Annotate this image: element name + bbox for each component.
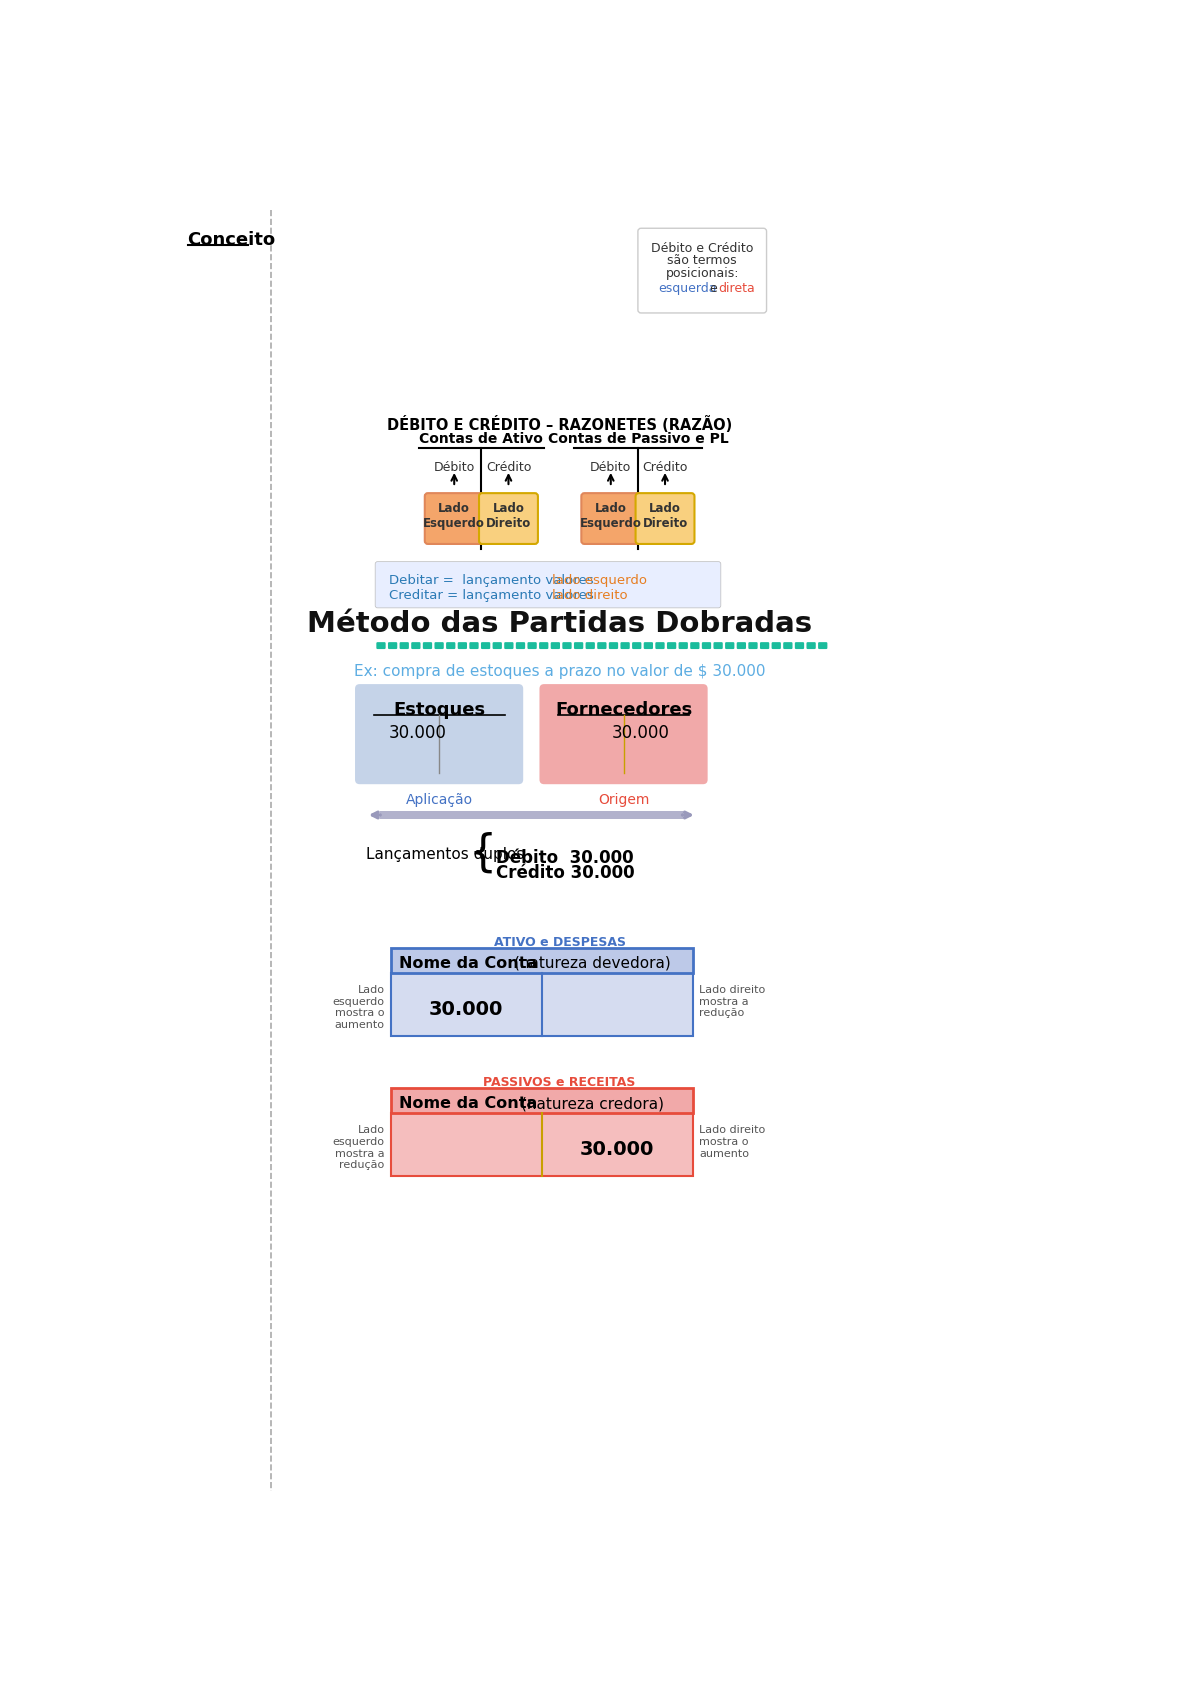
FancyBboxPatch shape bbox=[748, 642, 757, 648]
FancyBboxPatch shape bbox=[586, 642, 594, 648]
FancyBboxPatch shape bbox=[391, 1113, 693, 1175]
FancyBboxPatch shape bbox=[794, 642, 804, 648]
Text: Crédito 30.000: Crédito 30.000 bbox=[497, 864, 635, 882]
FancyBboxPatch shape bbox=[457, 642, 467, 648]
FancyBboxPatch shape bbox=[391, 948, 693, 973]
Text: Débito: Débito bbox=[434, 461, 475, 473]
FancyBboxPatch shape bbox=[388, 642, 398, 648]
FancyBboxPatch shape bbox=[806, 642, 816, 648]
Text: Origem: Origem bbox=[598, 793, 649, 807]
FancyBboxPatch shape bbox=[701, 642, 711, 648]
Text: Lado
Direito: Lado Direito bbox=[642, 502, 687, 530]
FancyBboxPatch shape bbox=[550, 642, 560, 648]
Text: Lado direito
mostra o
aumento: Lado direito mostra o aumento bbox=[699, 1125, 766, 1159]
FancyBboxPatch shape bbox=[737, 642, 746, 648]
Text: (natureza devedora): (natureza devedora) bbox=[513, 957, 671, 972]
Text: Estoques: Estoques bbox=[393, 701, 485, 719]
FancyBboxPatch shape bbox=[597, 642, 606, 648]
FancyBboxPatch shape bbox=[691, 642, 699, 648]
Text: Nome da Conta: Nome da Conta bbox=[399, 957, 537, 972]
Text: Lado
Esquerdo: Lado Esquerdo bbox=[580, 502, 642, 530]
FancyBboxPatch shape bbox=[621, 642, 630, 648]
Text: ATIVO e DESPESAS: ATIVO e DESPESAS bbox=[493, 936, 625, 948]
FancyBboxPatch shape bbox=[528, 642, 537, 648]
FancyBboxPatch shape bbox=[540, 642, 548, 648]
Text: Lado direito
mostra a
redução: Lado direito mostra a redução bbox=[699, 985, 766, 1019]
Text: esquerda: esquerda bbox=[659, 283, 717, 295]
FancyBboxPatch shape bbox=[391, 973, 693, 1036]
FancyBboxPatch shape bbox=[760, 642, 769, 648]
Text: Lançamentos duplos: Lançamentos duplos bbox=[366, 847, 524, 862]
Text: Fornecedores: Fornecedores bbox=[555, 701, 692, 719]
Text: Debitar =  lançamento valores: Debitar = lançamento valores bbox=[389, 574, 598, 588]
Text: Ex: compra de estoques a prazo no valor de $ 30.000: Ex: compra de estoques a prazo no valor … bbox=[354, 663, 766, 679]
FancyBboxPatch shape bbox=[411, 642, 420, 648]
FancyBboxPatch shape bbox=[667, 642, 676, 648]
FancyBboxPatch shape bbox=[435, 642, 444, 648]
FancyBboxPatch shape bbox=[818, 642, 828, 648]
Text: Creditar = lançamento valores: Creditar = lançamento valores bbox=[389, 589, 598, 601]
Text: Lado
Esquerdo: Lado Esquerdo bbox=[423, 502, 485, 530]
FancyBboxPatch shape bbox=[516, 642, 525, 648]
FancyBboxPatch shape bbox=[638, 229, 767, 313]
FancyBboxPatch shape bbox=[632, 642, 642, 648]
FancyBboxPatch shape bbox=[380, 812, 682, 818]
Text: {: { bbox=[468, 832, 497, 876]
Text: 30.000: 30.000 bbox=[429, 1000, 504, 1019]
FancyBboxPatch shape bbox=[725, 642, 735, 648]
FancyBboxPatch shape bbox=[504, 642, 513, 648]
Text: Método das Partidas Dobradas: Método das Partidas Dobradas bbox=[307, 610, 812, 638]
Text: Nome da Conta: Nome da Conta bbox=[399, 1096, 537, 1111]
FancyBboxPatch shape bbox=[636, 493, 694, 544]
Text: 30.000: 30.000 bbox=[388, 724, 447, 743]
FancyBboxPatch shape bbox=[481, 642, 491, 648]
FancyBboxPatch shape bbox=[772, 642, 781, 648]
Text: lado direito: lado direito bbox=[551, 589, 628, 601]
Text: Lado
esquerdo
mostra o
aumento: Lado esquerdo mostra o aumento bbox=[332, 985, 385, 1031]
FancyBboxPatch shape bbox=[784, 642, 792, 648]
Text: lado esquerdo: lado esquerdo bbox=[551, 574, 647, 588]
FancyBboxPatch shape bbox=[609, 642, 618, 648]
Text: direta: direta bbox=[718, 283, 755, 295]
FancyBboxPatch shape bbox=[425, 493, 484, 544]
Text: Lado
esquerdo
mostra a
redução: Lado esquerdo mostra a redução bbox=[332, 1125, 385, 1170]
FancyBboxPatch shape bbox=[713, 642, 723, 648]
FancyBboxPatch shape bbox=[391, 1088, 693, 1113]
Text: Crédito: Crédito bbox=[486, 461, 531, 473]
FancyBboxPatch shape bbox=[469, 642, 479, 648]
Text: DÉBITO E CRÉDITO – RAZONETES (RAZÃO): DÉBITO E CRÉDITO – RAZONETES (RAZÃO) bbox=[387, 416, 732, 433]
FancyBboxPatch shape bbox=[447, 642, 455, 648]
Text: Conceito: Conceito bbox=[188, 231, 276, 249]
Text: Contas de Ativo: Contas de Ativo bbox=[419, 431, 543, 446]
Text: Débito e Crédito: Débito e Crédito bbox=[651, 242, 754, 254]
FancyBboxPatch shape bbox=[574, 642, 584, 648]
FancyBboxPatch shape bbox=[493, 642, 501, 648]
Text: Aplicação: Aplicação bbox=[406, 793, 473, 807]
Text: e: e bbox=[709, 283, 717, 295]
Text: Débito  30.000: Débito 30.000 bbox=[497, 849, 634, 867]
Text: Crédito: Crédito bbox=[642, 461, 687, 473]
FancyBboxPatch shape bbox=[643, 642, 653, 648]
FancyBboxPatch shape bbox=[581, 493, 641, 544]
FancyBboxPatch shape bbox=[355, 684, 523, 785]
FancyBboxPatch shape bbox=[655, 642, 665, 648]
Text: Lado
Direito: Lado Direito bbox=[486, 502, 531, 530]
FancyBboxPatch shape bbox=[479, 493, 538, 544]
FancyBboxPatch shape bbox=[375, 562, 721, 608]
FancyBboxPatch shape bbox=[400, 642, 409, 648]
FancyBboxPatch shape bbox=[423, 642, 432, 648]
FancyBboxPatch shape bbox=[376, 642, 386, 648]
Text: 30.000: 30.000 bbox=[580, 1140, 655, 1159]
FancyBboxPatch shape bbox=[562, 642, 572, 648]
Text: (natureza credora): (natureza credora) bbox=[520, 1096, 663, 1111]
FancyBboxPatch shape bbox=[540, 684, 707, 785]
Text: 30.000: 30.000 bbox=[612, 724, 669, 743]
Text: são termos: são termos bbox=[667, 254, 737, 268]
FancyBboxPatch shape bbox=[679, 642, 688, 648]
Text: posicionais:: posicionais: bbox=[666, 266, 738, 280]
Text: Contas de Passivo e PL: Contas de Passivo e PL bbox=[548, 431, 728, 446]
Text: Débito: Débito bbox=[591, 461, 631, 473]
Text: PASSIVOS e RECEITAS: PASSIVOS e RECEITAS bbox=[484, 1076, 636, 1090]
